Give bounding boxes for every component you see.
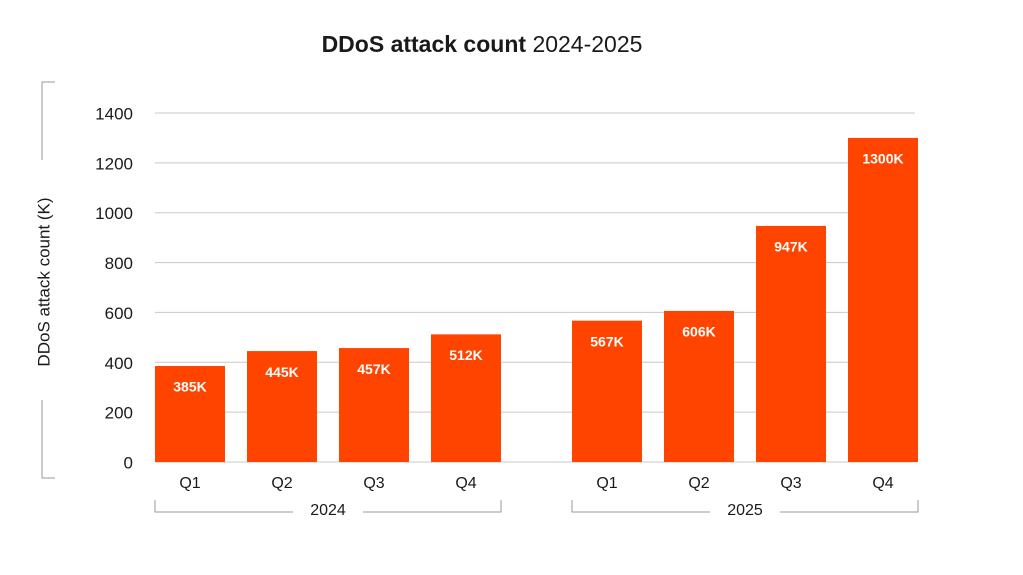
x-tick-label: Q1 <box>596 475 617 492</box>
bar <box>339 348 409 462</box>
bar <box>431 334 501 462</box>
x-tick-label: Q2 <box>688 475 709 492</box>
title-rest: 2024-2025 <box>532 31 642 57</box>
value-label: 606K <box>682 324 715 340</box>
y-tick-label: 1000 <box>95 204 133 223</box>
bar <box>155 366 225 462</box>
y-axis-label: DDoS attack count (K) <box>34 197 53 366</box>
x-tick-label: Q3 <box>780 475 801 492</box>
bar <box>848 137 918 462</box>
group-label: 2024 <box>310 502 346 519</box>
x-tick-label: Q4 <box>455 475 476 492</box>
chart-title: DDoS attack count 2024-2025 <box>322 31 643 57</box>
group-bracket <box>154 500 502 513</box>
y-tick-label: 400 <box>105 354 133 373</box>
value-label: 947K <box>774 239 807 255</box>
value-label: 457K <box>357 361 390 377</box>
group-bracket <box>571 500 919 513</box>
y-tick-label: 0 <box>124 453 133 472</box>
bar <box>247 351 317 462</box>
group-label: 2025 <box>727 502 763 519</box>
bar <box>664 310 734 462</box>
value-label: 567K <box>590 333 623 349</box>
title-bold: DDoS attack count <box>322 31 527 57</box>
value-label: 1300K <box>862 151 903 167</box>
x-tick-label: Q4 <box>872 475 893 492</box>
x-tick-label: Q2 <box>271 475 292 492</box>
value-label: 445K <box>265 364 298 380</box>
x-tick-label: Q1 <box>179 475 200 492</box>
x-tick-label: Q3 <box>363 475 384 492</box>
bar <box>572 320 642 462</box>
y-tick-label: 1200 <box>95 154 133 173</box>
y-tick-label: 600 <box>105 304 133 323</box>
y-tick-label: 800 <box>105 254 133 273</box>
bar <box>756 225 826 462</box>
value-label: 385K <box>173 379 206 395</box>
y-tick-label: 200 <box>105 404 133 423</box>
y-tick-label: 1400 <box>95 104 133 123</box>
y-label-bracket <box>41 81 55 479</box>
value-label: 512K <box>449 347 482 363</box>
